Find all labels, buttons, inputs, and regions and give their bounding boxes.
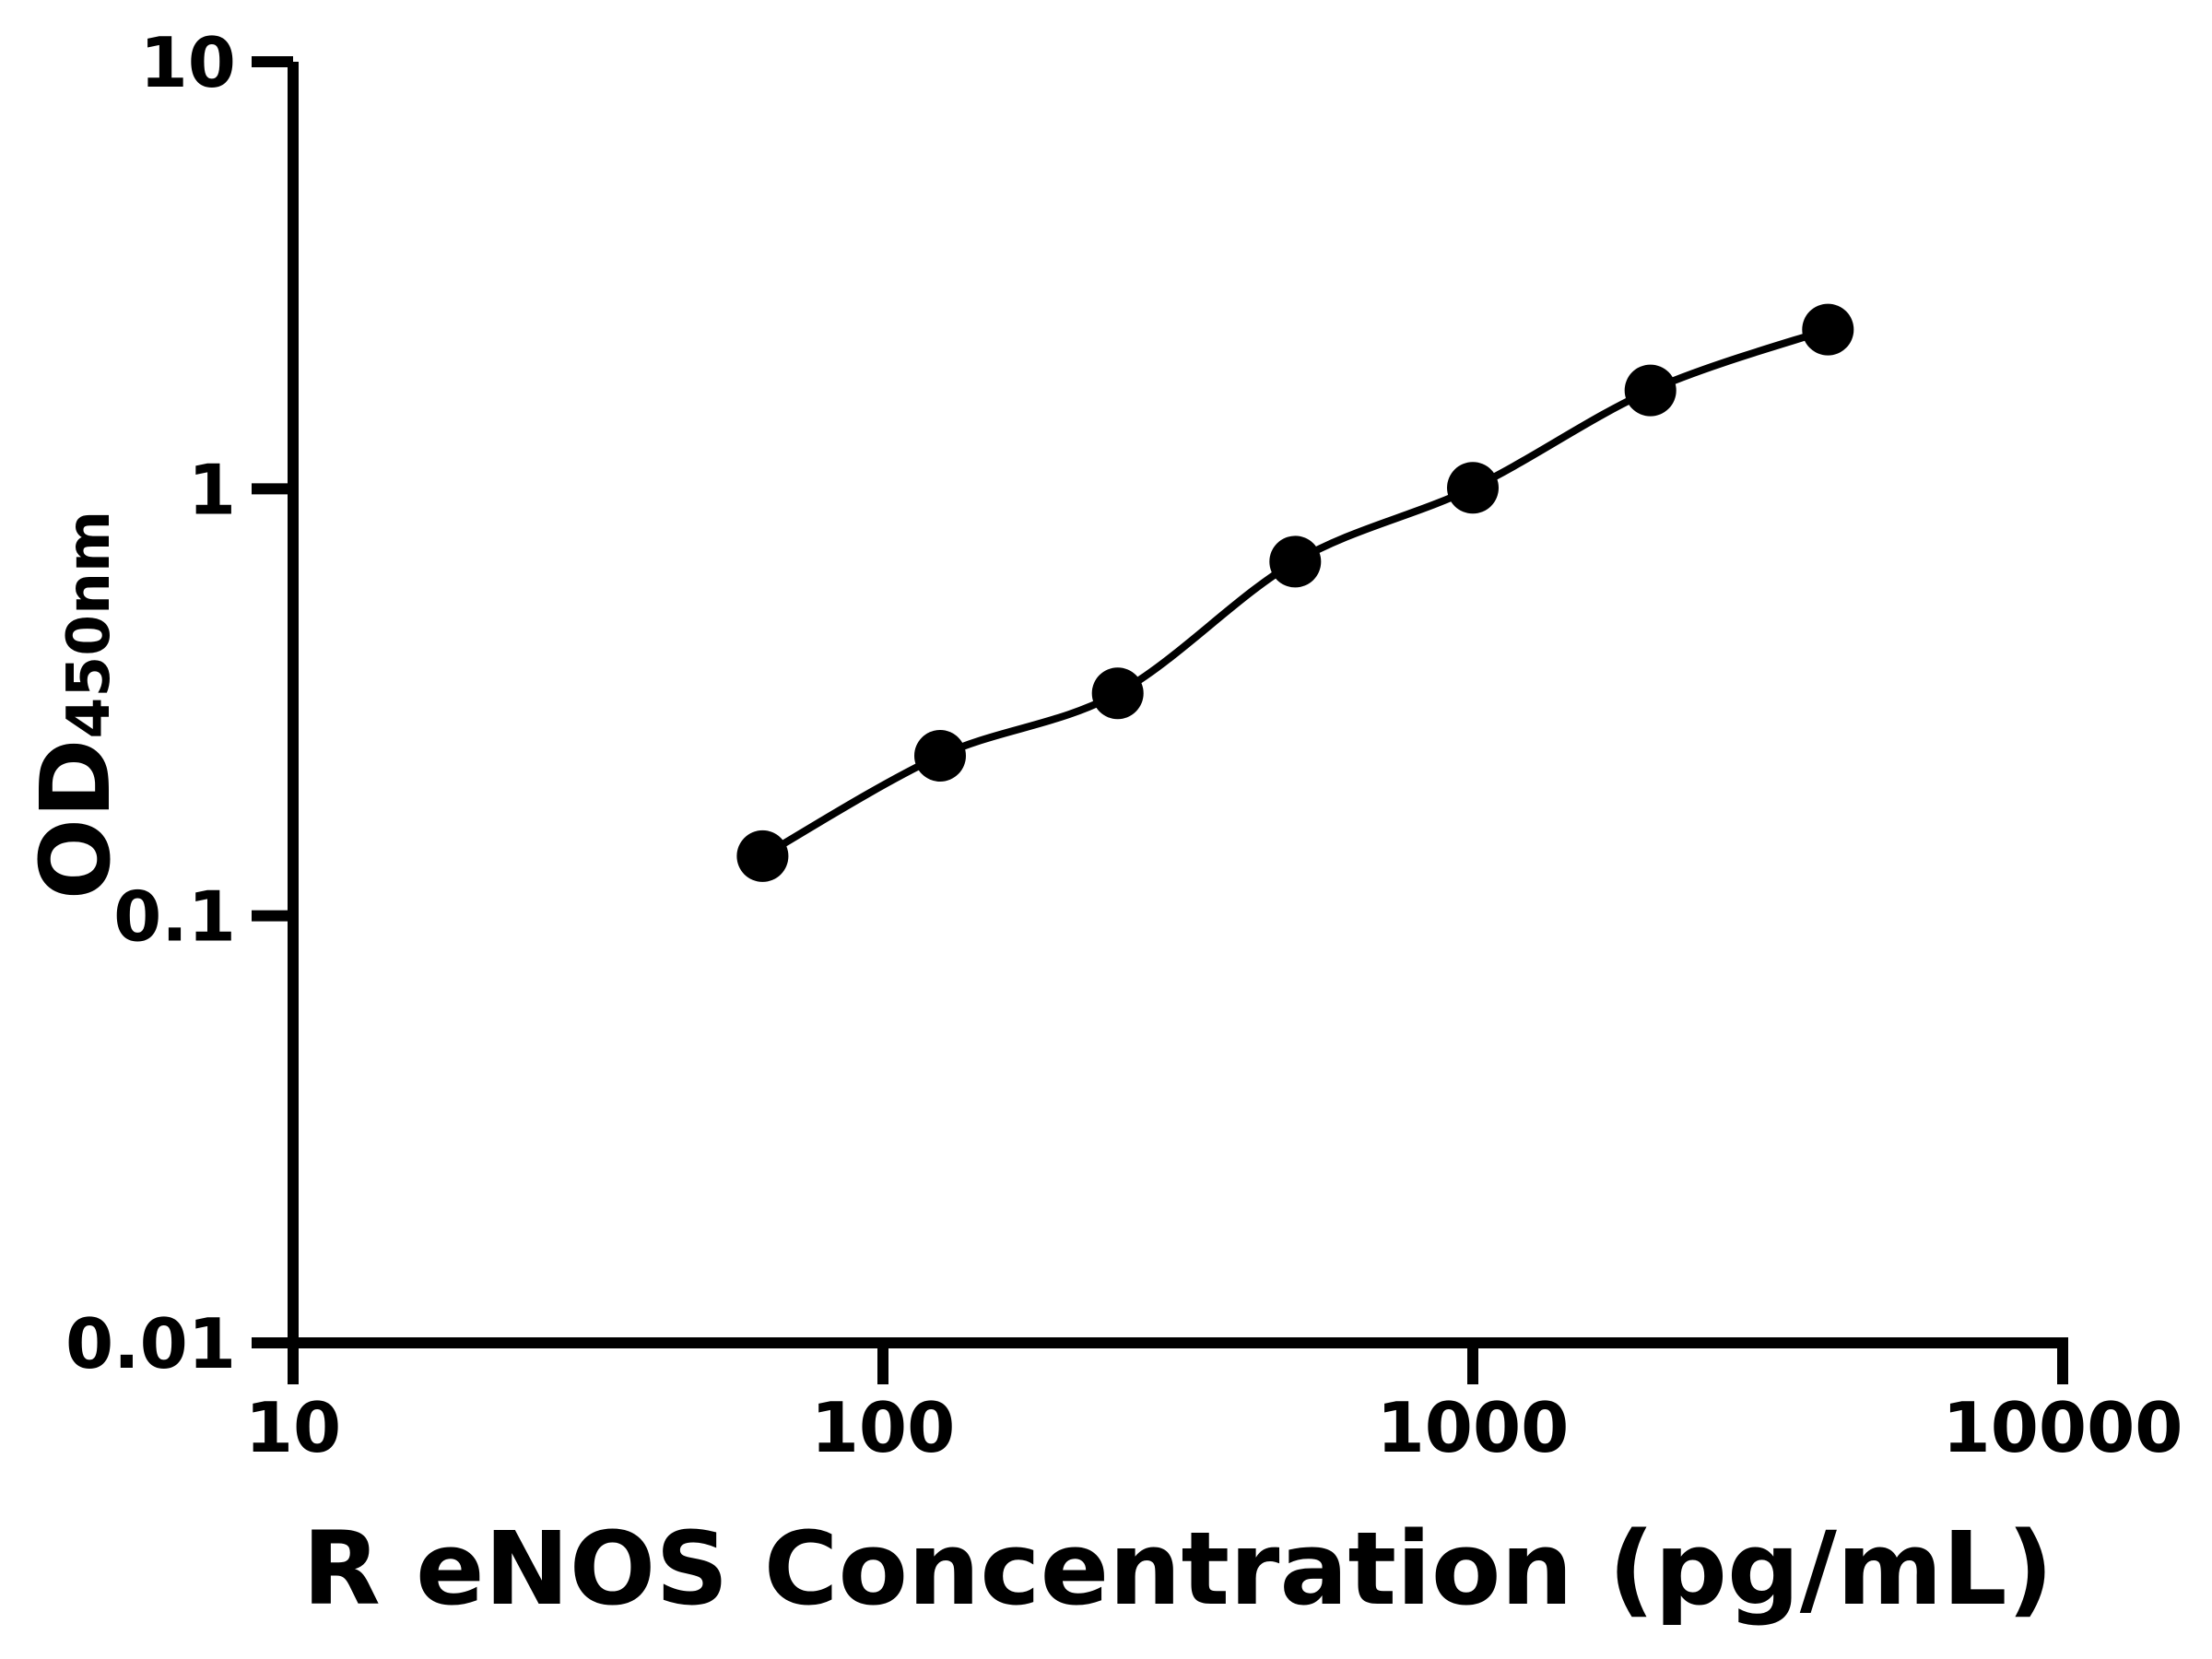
y-tick-label: 0.1	[113, 877, 236, 958]
x-axis-title: R eNOS Concentration (pg/mL)	[302, 1510, 2053, 1628]
data-point	[1447, 462, 1499, 514]
x-tick-label: 1000	[1377, 1387, 1570, 1468]
data-point	[1802, 303, 1854, 356]
y-tick-label: 10	[140, 22, 236, 103]
y-axis-title: OD450nm	[19, 511, 132, 900]
x-tick-label: 10	[245, 1387, 341, 1468]
x-tick-label: 100	[811, 1387, 956, 1468]
data-point	[1269, 535, 1322, 588]
y-tick-label: 1	[188, 449, 236, 530]
x-tick-label: 10000	[1943, 1387, 2183, 1468]
data-point	[736, 830, 789, 882]
y-axis-title-sub: 450nm	[54, 510, 124, 739]
y-axis-title-main: OD	[19, 738, 132, 900]
y-tick-label: 0.01	[65, 1303, 236, 1384]
data-point	[1091, 667, 1144, 720]
data-point	[914, 730, 966, 782]
data-point	[1624, 364, 1677, 417]
